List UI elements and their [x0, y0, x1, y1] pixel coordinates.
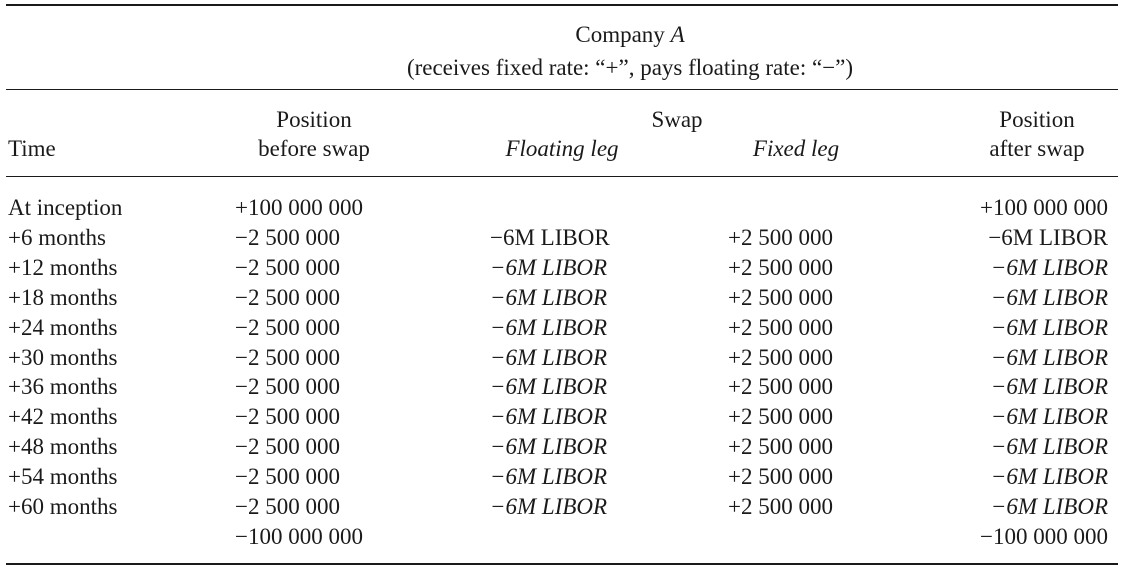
company-subtitle: (receives fixed rate: “+”, pays floating… — [406, 55, 854, 80]
cell-floating-leg: −6M LIBOR — [490, 255, 608, 280]
cell-position-after: −100 000 000 — [980, 524, 1108, 549]
cell-fixed-leg: +2 500 000 — [728, 225, 833, 250]
bottom-rule — [6, 563, 1118, 565]
cell-position-after: −6M LIBOR — [990, 345, 1108, 370]
cell-position-before: −2 500 000 — [235, 374, 340, 399]
cell-position-after: −6M LIBOR — [990, 285, 1108, 310]
cell-fixed-leg: +2 500 000 — [728, 464, 833, 489]
cell-position-after: −6M LIBOR — [990, 315, 1108, 340]
cell-time: +12 months — [8, 255, 118, 280]
cell-fixed-leg: +2 500 000 — [728, 285, 833, 310]
cell-position-before: −2 500 000 — [235, 464, 340, 489]
col-header-after-line2: after swap — [989, 136, 1085, 161]
cell-time: +60 months — [8, 494, 118, 519]
cell-position-before: −2 500 000 — [235, 255, 340, 280]
cell-time: +18 months — [8, 285, 118, 310]
company-title: Company A — [575, 23, 684, 46]
company-title-letter: A — [670, 22, 685, 47]
cell-position-before: +100 000 000 — [235, 195, 363, 220]
cell-position-before: −2 500 000 — [235, 494, 340, 519]
cell-fixed-leg: +2 500 000 — [728, 315, 833, 340]
cell-fixed-leg: +2 500 000 — [728, 434, 833, 459]
cell-time: +42 months — [8, 404, 118, 429]
cell-floating-leg: −6M LIBOR — [490, 345, 608, 370]
col-header-before-line1: Position — [276, 107, 352, 132]
cell-floating-leg: −6M LIBOR — [490, 285, 608, 310]
cell-position-after: −6M LIBOR — [988, 225, 1108, 250]
top-rule — [6, 4, 1118, 6]
cell-position-before: −2 500 000 — [235, 225, 340, 250]
cell-position-before: −100 000 000 — [235, 524, 363, 549]
cell-position-after: −6M LIBOR — [990, 374, 1108, 399]
cell-position-before: −2 500 000 — [235, 285, 340, 310]
cell-floating-leg: −6M LIBOR — [490, 464, 608, 489]
column-header-rule — [6, 176, 1118, 177]
cell-fixed-leg: +2 500 000 — [728, 255, 833, 280]
col-header-swap: Swap — [651, 107, 703, 132]
cell-time: At inception — [8, 195, 123, 220]
cell-time: +24 months — [8, 315, 118, 340]
cell-position-after: −6M LIBOR — [990, 434, 1108, 459]
company-title-prefix: Company — [575, 22, 671, 47]
cell-position-before: −2 500 000 — [235, 315, 340, 340]
cell-floating-leg: −6M LIBOR — [490, 374, 608, 399]
cell-fixed-leg: +2 500 000 — [728, 374, 833, 399]
cell-fixed-leg: +2 500 000 — [728, 494, 833, 519]
cell-time: +36 months — [8, 374, 118, 399]
col-header-before-line2: before swap — [258, 136, 370, 161]
cell-position-before: −2 500 000 — [235, 345, 340, 370]
cell-position-after: −6M LIBOR — [990, 464, 1108, 489]
cell-floating-leg: −6M LIBOR — [490, 434, 608, 459]
cell-position-after: −6M LIBOR — [990, 404, 1108, 429]
col-header-after-line1: Position — [999, 107, 1075, 132]
cell-position-after: −6M LIBOR — [990, 255, 1108, 280]
col-header-fixed-leg: Fixed leg — [752, 136, 840, 161]
cell-fixed-leg: +2 500 000 — [728, 404, 833, 429]
cell-fixed-leg: +2 500 000 — [728, 345, 833, 370]
cell-floating-leg: −6M LIBOR — [490, 404, 608, 429]
col-header-time: Time — [8, 136, 56, 161]
cell-floating-leg: −6M LIBOR — [490, 225, 610, 250]
cell-floating-leg: −6M LIBOR — [490, 315, 608, 340]
cell-time: +48 months — [8, 434, 118, 459]
header-rule — [6, 89, 1118, 90]
cell-time: +6 months — [8, 225, 106, 250]
cell-time: +54 months — [8, 464, 118, 489]
cell-position-after: −6M LIBOR — [990, 494, 1108, 519]
cell-position-after: +100 000 000 — [980, 195, 1108, 220]
cell-floating-leg: −6M LIBOR — [490, 494, 608, 519]
cell-position-before: −2 500 000 — [235, 404, 340, 429]
cell-time: +30 months — [8, 345, 118, 370]
cell-position-before: −2 500 000 — [235, 434, 340, 459]
col-header-floating-leg: Floating leg — [505, 136, 619, 161]
